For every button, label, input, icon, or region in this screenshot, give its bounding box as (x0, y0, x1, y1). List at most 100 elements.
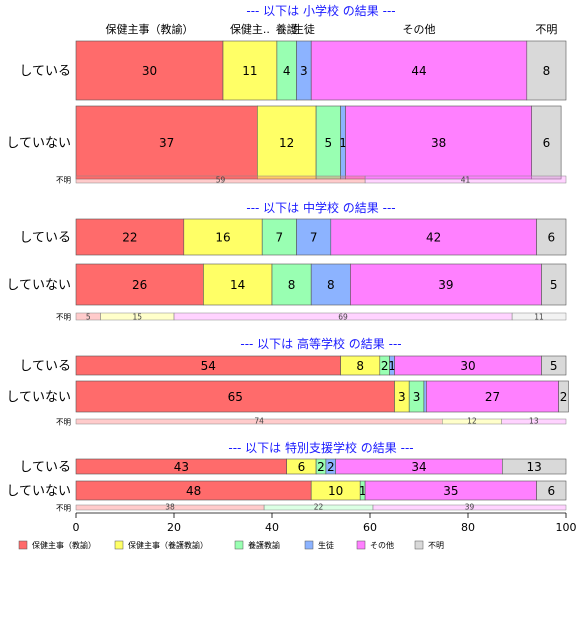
legend-label: その他 (370, 540, 394, 550)
bar-value-label: 6 (547, 231, 555, 245)
bar-segment (423, 380, 427, 413)
group-title: --- 以下は 高等学校 の結果 --- (240, 336, 401, 351)
legend-label: 保健主事（養護教諭） (128, 540, 208, 550)
bar-segment (558, 380, 569, 413)
x-tick-label: 60 (363, 521, 377, 534)
group-title: --- 以下は 特別支援学校 の結果 --- (228, 440, 413, 455)
unknown-bar-value: 11 (534, 313, 544, 322)
bar-value-label: 8 (543, 64, 551, 78)
x-tick-label: 100 (556, 521, 577, 534)
bar-value-label: 26 (132, 278, 147, 292)
bar-value-label: 10 (328, 484, 343, 498)
legend-swatch (234, 540, 244, 550)
category-header: 保健主.. (230, 22, 270, 36)
bar-segment (183, 218, 263, 256)
legend-swatch (18, 540, 28, 550)
bar-value-label: 34 (411, 460, 426, 474)
x-tick-label: 20 (167, 521, 181, 534)
bar-value-label: 16 (215, 231, 230, 245)
unknown-bar-value: 69 (338, 313, 348, 322)
bar-value-label: 65 (228, 390, 243, 404)
bar-value-label: 6 (543, 136, 551, 150)
bar-value-label: 2 (560, 390, 568, 404)
unknown-bar-value: 74 (254, 417, 264, 426)
bar-value-label: 7 (310, 231, 318, 245)
bar-segment (75, 380, 395, 413)
x-tick-label: 40 (265, 521, 279, 534)
row-label: している (19, 460, 71, 475)
bar-value-label: 37 (159, 136, 174, 150)
bar-value-label: 48 (186, 484, 201, 498)
legend-label: 不明 (428, 541, 444, 550)
unknown-bar-value: 38 (165, 503, 175, 512)
unknown-bar-value: 13 (529, 417, 539, 426)
row-label: している (19, 231, 71, 246)
unknown-bar-value: 22 (314, 503, 324, 512)
bar-segment (75, 218, 185, 256)
bar-value-label: 8 (356, 359, 364, 373)
bar-value-label: 7 (276, 231, 284, 245)
legend-swatch (114, 540, 124, 550)
bar-value-label: 4 (283, 64, 291, 78)
bar-value-label: 2 (317, 460, 325, 474)
bar-segment (345, 105, 532, 180)
bar-value-label: 8 (288, 278, 296, 292)
row-label: していない (6, 278, 71, 293)
bar-segment (526, 40, 567, 101)
legend-label: 養護教諭 (248, 540, 280, 550)
bar-value-label: 39 (438, 278, 453, 292)
unknown-bar-segment (372, 504, 567, 511)
bar-segment (315, 105, 341, 180)
bar-value-label: 3 (413, 390, 421, 404)
bar-value-label: 2 (327, 460, 335, 474)
unknown-bar-value: 59 (216, 176, 226, 185)
bar-segment (203, 263, 273, 306)
x-tick-label: 80 (461, 521, 475, 534)
bar-value-label: 11 (242, 64, 257, 78)
bar-value-label: 42 (426, 231, 441, 245)
category-header: 保健主事（教諭） (106, 22, 194, 36)
bar-segment (541, 263, 567, 306)
bar-value-label: 44 (411, 64, 426, 78)
bar-segment (531, 105, 562, 180)
category-header: その他 (403, 23, 436, 36)
legend-swatch (304, 540, 314, 550)
bar-value-label: 30 (460, 359, 475, 373)
bar-value-label: 8 (327, 278, 335, 292)
bar-value-label: 1 (339, 136, 347, 150)
bar-segment (501, 458, 567, 475)
bar-value-label: 43 (174, 460, 189, 474)
bar-value-label: 27 (485, 390, 500, 404)
bar-value-label: 54 (201, 359, 216, 373)
category-header: 生徒 (293, 22, 315, 36)
unknown-bar-segment (511, 312, 567, 321)
category-header: 不明 (535, 23, 557, 36)
bar-value-label: 30 (142, 64, 157, 78)
row-label: している (19, 64, 71, 79)
bar-value-label: 3 (398, 390, 406, 404)
unknown-bar-segment (501, 418, 567, 425)
legend-label: 保健主事（教諭） (32, 540, 96, 550)
bar-value-label: 35 (443, 484, 458, 498)
bar-value-label: 3 (300, 64, 308, 78)
bar-segment (536, 480, 567, 501)
bar-segment (271, 263, 312, 306)
row-label: していない (6, 390, 71, 405)
unknown-bar-value: 15 (132, 313, 142, 322)
bar-value-label: 5 (325, 136, 333, 150)
unknown-row-label: 不明 (56, 313, 71, 322)
row-label: していない (6, 484, 71, 499)
bar-value-label: 6 (298, 460, 306, 474)
bar-segment (350, 263, 542, 306)
unknown-bar-value: 39 (465, 503, 475, 512)
bar-value-label: 12 (279, 136, 294, 150)
bar-segment (222, 40, 278, 101)
bar-value-label: 1 (388, 359, 396, 373)
bar-segment (330, 218, 537, 256)
unknown-bar-value: 12 (467, 417, 477, 426)
bar-value-label: 13 (527, 460, 542, 474)
bar-value-label: 5 (550, 359, 558, 373)
bar-segment (256, 105, 317, 180)
bar-value-label: 14 (230, 278, 245, 292)
bar-segment (536, 218, 567, 256)
